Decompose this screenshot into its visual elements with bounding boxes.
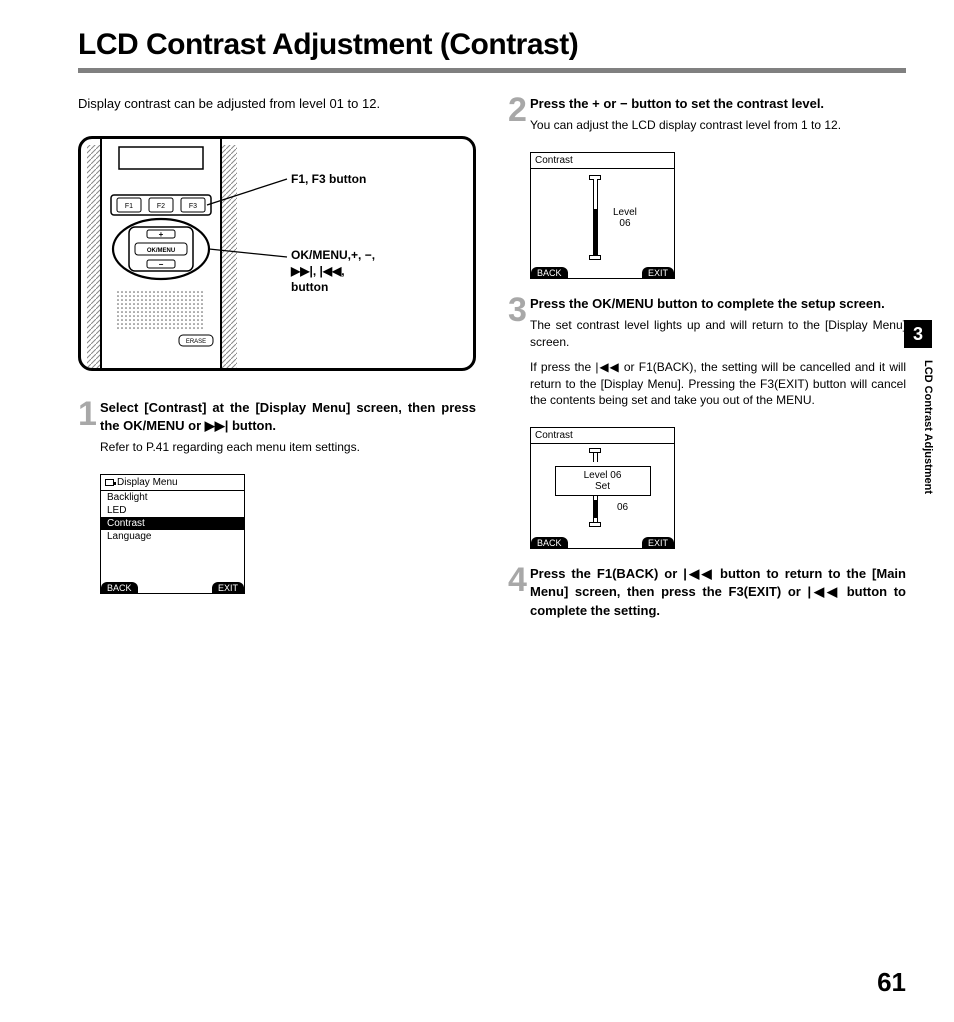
chapter-tab: 3 (904, 320, 932, 348)
left-column: Display contrast can be adjusted from le… (78, 95, 476, 634)
step-1-heading: Select [Contrast] at the [Display Menu] … (100, 399, 476, 435)
lcd1-exit: EXIT (212, 582, 244, 593)
right-column: 2 Press the + or − button to set the con… (508, 95, 906, 634)
step-3: 3 Press the OK/MENU button to complete t… (508, 295, 906, 417)
side-label: LCD Contrast Adjustment (922, 360, 934, 494)
lcd1-item-language: Language (101, 530, 244, 543)
lcd3-exit: EXIT (642, 537, 674, 548)
step-3-subtext-1: The set contrast level lights up and wil… (530, 317, 906, 351)
callout-okmenu: OK/MENU,+, −,▶▶|, |◀◀,button (291, 247, 375, 296)
slider-bottom-cap (589, 255, 601, 260)
step-3-number: 3 (508, 295, 530, 417)
step-1: 1 Select [Contrast] at the [Display Menu… (78, 399, 476, 464)
step-4-heading: Press the F1(BACK) or |◀◀ button to retu… (530, 565, 906, 620)
f3-label: F3 (189, 203, 197, 210)
step-4: 4 Press the F1(BACK) or |◀◀ button to re… (508, 565, 906, 624)
lcd3-bottom-cap (589, 522, 601, 527)
okmenu-label: OK/MENU (147, 248, 175, 254)
lcd-contrast-set: Contrast Level 06Set 06 BACK EXIT (530, 427, 675, 549)
title-rule (78, 68, 906, 73)
step-2-number: 2 (508, 95, 530, 142)
device-illustration: F1 F2 F3 OK/MENU + − ERASE (78, 136, 476, 371)
erase-label: ERASE (186, 339, 206, 345)
step-1-subtext: Refer to P.41 regarding each menu item s… (100, 439, 476, 456)
step-2-subtext: You can adjust the LCD display contrast … (530, 117, 906, 134)
step-4-number: 4 (508, 565, 530, 624)
device-svg: F1 F2 F3 OK/MENU + − ERASE (81, 139, 461, 371)
lcd1-item-backlight: Backlight (101, 491, 244, 504)
lcd2-back: BACK (531, 267, 568, 278)
page-number: 61 (877, 967, 906, 998)
lcd3-title: Contrast (535, 430, 573, 441)
lcd1-item-contrast: Contrast (101, 517, 244, 530)
lcd3-back: BACK (531, 537, 568, 548)
step-2: 2 Press the + or − button to set the con… (508, 95, 906, 142)
page-title: LCD Contrast Adjustment (Contrast) (78, 28, 906, 62)
display-icon (105, 479, 114, 486)
lcd3-value: 06 (617, 502, 628, 513)
step-3-subtext-2: If press the |◀◀ or F1(BACK), the settin… (530, 359, 906, 409)
callout-f-buttons: F1, F3 button (291, 171, 366, 187)
step-2-heading: Press the + or − button to set the contr… (530, 95, 906, 113)
lcd1-title: Display Menu (117, 477, 178, 488)
lcd2-exit: EXIT (642, 267, 674, 278)
svg-text:+: + (159, 230, 164, 239)
f2-label: F2 (157, 203, 165, 210)
lcd-contrast-slider: Contrast Level06 BACK EXIT (530, 152, 675, 279)
slider-fill (593, 209, 598, 257)
lcd-display-menu: Display Menu Backlight LED Contrast Lang… (100, 474, 245, 594)
f1-label: F1 (125, 203, 133, 210)
step-1-number: 1 (78, 399, 100, 464)
lcd1-back: BACK (101, 582, 138, 593)
lcd2-level: Level06 (613, 207, 637, 229)
lcd1-item-led: LED (101, 504, 244, 517)
lcd2-title: Contrast (535, 155, 573, 166)
step-3-heading: Press the OK/MENU button to complete the… (530, 295, 906, 313)
intro-text: Display contrast can be adjusted from le… (78, 95, 476, 114)
svg-text:−: − (159, 260, 164, 269)
